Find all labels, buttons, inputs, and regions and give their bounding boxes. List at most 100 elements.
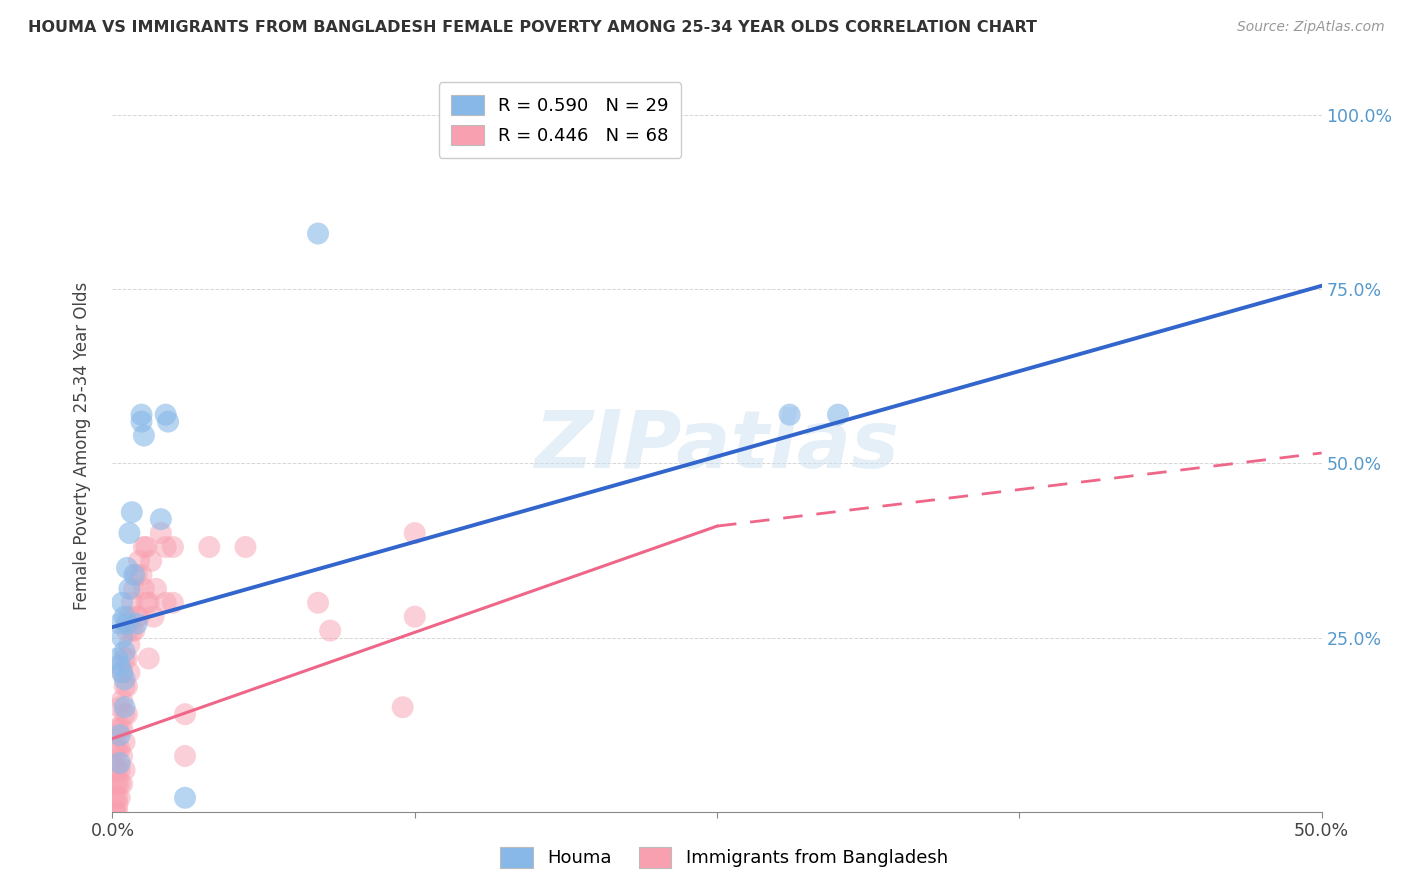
Point xyxy=(108,658,131,673)
Point xyxy=(111,721,134,735)
Point xyxy=(118,526,141,541)
Point xyxy=(115,624,138,638)
Point xyxy=(132,428,155,442)
Point xyxy=(307,227,329,241)
Point xyxy=(125,609,148,624)
Point xyxy=(404,609,426,624)
Point xyxy=(141,554,163,568)
Point xyxy=(114,644,136,658)
Point xyxy=(132,582,155,596)
Point xyxy=(125,567,148,582)
Point xyxy=(108,728,131,742)
Point xyxy=(149,512,172,526)
Point xyxy=(105,790,128,805)
Point xyxy=(155,596,177,610)
Point xyxy=(114,735,136,749)
Point xyxy=(131,408,153,422)
Point xyxy=(122,624,145,638)
Point xyxy=(114,700,136,714)
Point xyxy=(128,609,150,624)
Text: ZIPatlas: ZIPatlas xyxy=(534,407,900,485)
Point xyxy=(115,651,138,665)
Point xyxy=(114,673,136,687)
Point xyxy=(118,609,141,624)
Point xyxy=(111,693,134,707)
Point xyxy=(108,721,131,735)
Point xyxy=(114,609,136,624)
Point xyxy=(111,665,134,680)
Point xyxy=(108,700,131,714)
Point xyxy=(115,561,138,575)
Point xyxy=(105,805,128,819)
Point xyxy=(319,624,342,638)
Point xyxy=(157,415,180,429)
Legend: Houma, Immigrants from Bangladesh: Houma, Immigrants from Bangladesh xyxy=(489,836,959,879)
Point xyxy=(404,526,426,541)
Point xyxy=(114,707,136,722)
Point xyxy=(118,638,141,652)
Point xyxy=(108,777,131,791)
Point xyxy=(128,554,150,568)
Point xyxy=(131,567,153,582)
Point xyxy=(125,616,148,631)
Point xyxy=(121,505,143,519)
Point xyxy=(111,777,134,791)
Point xyxy=(162,596,184,610)
Point xyxy=(105,777,128,791)
Point xyxy=(115,707,138,722)
Point xyxy=(114,679,136,693)
Point xyxy=(114,763,136,777)
Y-axis label: Female Poverty Among 25-34 Year Olds: Female Poverty Among 25-34 Year Olds xyxy=(73,282,91,610)
Point xyxy=(198,540,221,554)
Point xyxy=(122,567,145,582)
Point xyxy=(162,540,184,554)
Point xyxy=(149,526,172,541)
Point xyxy=(104,742,127,756)
Point xyxy=(118,582,141,596)
Point xyxy=(104,777,127,791)
Point xyxy=(135,540,157,554)
Point xyxy=(135,596,157,610)
Point xyxy=(108,763,131,777)
Point xyxy=(104,790,127,805)
Point xyxy=(138,651,160,665)
Point xyxy=(114,651,136,665)
Point xyxy=(132,540,155,554)
Point xyxy=(779,408,801,422)
Point xyxy=(105,763,128,777)
Point xyxy=(108,756,131,770)
Text: Source: ZipAtlas.com: Source: ZipAtlas.com xyxy=(1237,20,1385,34)
Point xyxy=(105,742,128,756)
Point xyxy=(142,609,165,624)
Legend: R = 0.590   N = 29, R = 0.446   N = 68: R = 0.590 N = 29, R = 0.446 N = 68 xyxy=(439,82,682,158)
Point xyxy=(105,721,128,735)
Point xyxy=(111,596,134,610)
Point xyxy=(111,665,134,680)
Point xyxy=(121,596,143,610)
Point xyxy=(111,749,134,764)
Point xyxy=(121,624,143,638)
Point xyxy=(174,707,197,722)
Point xyxy=(235,540,257,554)
Point xyxy=(174,790,197,805)
Text: HOUMA VS IMMIGRANTS FROM BANGLADESH FEMALE POVERTY AMONG 25-34 YEAR OLDS CORRELA: HOUMA VS IMMIGRANTS FROM BANGLADESH FEMA… xyxy=(28,20,1038,35)
Point xyxy=(104,805,127,819)
Point xyxy=(104,805,127,819)
Point xyxy=(105,797,128,812)
Point xyxy=(104,763,127,777)
Point xyxy=(122,582,145,596)
Point xyxy=(105,651,128,665)
Point xyxy=(145,582,167,596)
Point xyxy=(108,616,131,631)
Point xyxy=(307,596,329,610)
Point xyxy=(155,540,177,554)
Point xyxy=(391,700,413,714)
Point xyxy=(111,631,134,645)
Point xyxy=(131,415,153,429)
Point xyxy=(108,790,131,805)
Point xyxy=(115,679,138,693)
Point xyxy=(108,742,131,756)
Point xyxy=(155,408,177,422)
Point xyxy=(174,749,197,764)
Point xyxy=(118,665,141,680)
